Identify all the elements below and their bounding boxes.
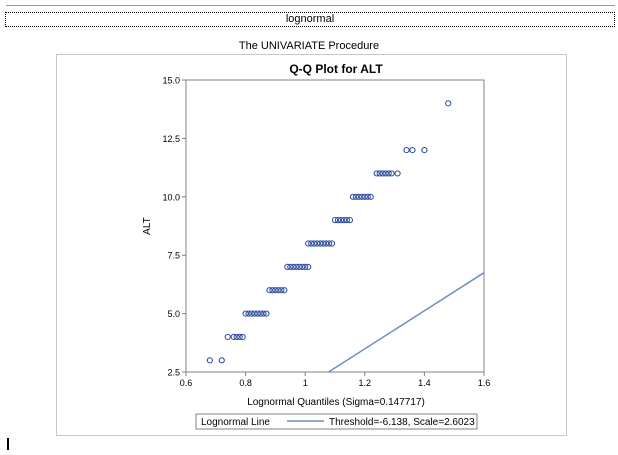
data-point	[314, 240, 321, 247]
data-point	[272, 287, 279, 294]
legend: Lognormal Line Threshold=-6.138, Scale=2…	[195, 413, 478, 430]
data-point	[445, 100, 452, 107]
data-point	[233, 333, 240, 341]
data-points	[206, 100, 452, 364]
data-point	[376, 170, 383, 177]
data-point	[245, 310, 252, 317]
data-point	[284, 263, 291, 270]
data-point	[319, 240, 327, 247]
data-point	[364, 193, 371, 200]
data-point	[218, 357, 225, 364]
data-point	[358, 193, 365, 200]
x-tick-label: 0.6	[180, 378, 193, 388]
procedure-title: The UNIVARIATE Procedure	[238, 40, 380, 52]
lognormal-reference-line	[327, 272, 484, 372]
data-point	[278, 287, 285, 294]
x-axis-label: Lognormal Quantiles (Sigma=0.147717)	[247, 397, 425, 408]
data-point	[239, 333, 246, 341]
data-point	[352, 193, 359, 200]
chart-title: Q-Q Plot for ALT	[289, 62, 383, 76]
data-point	[230, 333, 237, 341]
data-point	[287, 263, 294, 270]
data-point	[385, 170, 392, 177]
data-point	[305, 263, 312, 270]
data-point	[349, 193, 356, 200]
data-point	[325, 240, 333, 247]
data-point	[394, 170, 401, 177]
x-tick-label: 1	[303, 378, 308, 388]
data-point	[373, 170, 380, 177]
x-tick-label: 0.8	[239, 378, 252, 388]
data-point	[293, 263, 300, 270]
y-tick-label: 5.0	[167, 309, 180, 319]
data-point	[409, 146, 416, 154]
data-point	[242, 310, 249, 317]
y-tick-label: 7.5	[167, 251, 180, 261]
data-point	[388, 170, 395, 177]
data-point	[346, 217, 353, 224]
data-point	[403, 146, 410, 154]
data-point	[337, 217, 345, 224]
data-point	[361, 193, 368, 200]
y-tick-label: 10.0	[162, 192, 180, 202]
data-point	[248, 310, 255, 317]
data-point	[322, 240, 330, 247]
x-tick-label: 1.6	[478, 378, 491, 388]
plot-area	[185, 79, 485, 373]
data-point	[269, 287, 276, 294]
data-point	[317, 240, 324, 247]
output-title: lognormal	[5, 12, 615, 27]
data-point	[305, 240, 312, 247]
data-point	[263, 310, 270, 317]
data-point	[290, 263, 297, 270]
data-point	[260, 310, 267, 317]
data-point	[311, 240, 318, 247]
data-point	[343, 217, 351, 224]
y-tick-label: 15.0	[162, 76, 180, 86]
data-point	[382, 170, 389, 177]
data-point	[302, 263, 309, 270]
data-point	[379, 170, 386, 177]
y-tick-label: 2.5	[167, 368, 180, 378]
data-point	[331, 217, 339, 224]
legend-box	[195, 413, 478, 430]
legend-label: Lognormal Line	[201, 417, 270, 428]
x-tick-label: 1.4	[418, 378, 431, 388]
data-point	[275, 287, 282, 294]
data-point	[251, 310, 258, 317]
data-point	[236, 333, 243, 341]
legend-text: Threshold=-6.138, Scale=2.6023	[329, 417, 475, 428]
y-axis-label: ALT	[142, 217, 153, 235]
data-point	[281, 287, 288, 294]
x-axis: 0.6 0.8 1 1.2 1.4 1.6	[180, 372, 491, 388]
y-tick-label: 12.5	[162, 134, 180, 144]
data-point	[257, 310, 264, 317]
text-cursor	[7, 438, 9, 450]
data-point	[421, 146, 428, 154]
data-point	[296, 263, 303, 270]
data-point	[334, 217, 342, 224]
y-axis: 2.5 5.0 7.5 10.0 12.5 15.0	[162, 76, 186, 378]
data-point	[340, 217, 348, 224]
data-point	[328, 240, 336, 247]
data-point	[206, 357, 213, 364]
data-point	[254, 310, 261, 317]
data-point	[308, 240, 315, 247]
top-divider	[6, 5, 615, 6]
data-point	[224, 333, 231, 341]
data-point	[299, 263, 306, 270]
x-tick-label: 1.2	[359, 378, 372, 388]
data-point	[266, 287, 273, 294]
data-point	[367, 193, 374, 200]
graph-frame	[56, 54, 567, 436]
data-point	[355, 193, 362, 200]
